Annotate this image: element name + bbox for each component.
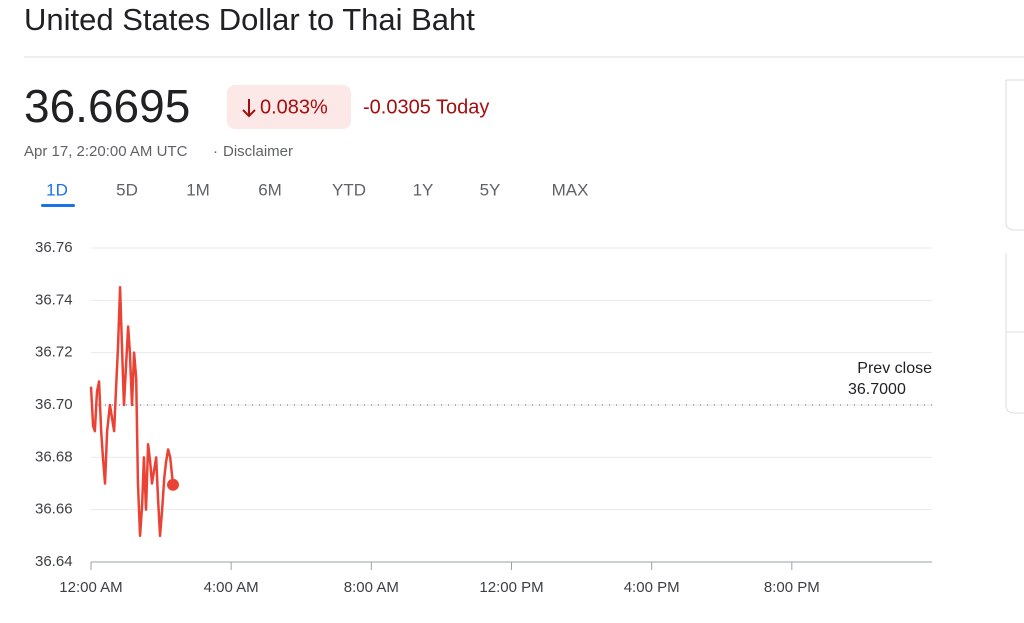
price: 36.6695 (24, 80, 190, 132)
range-tab[interactable]: 5D (116, 180, 138, 199)
x-tick-label: 12:00 PM (479, 579, 543, 596)
range-tab[interactable]: 5Y (480, 180, 501, 199)
prev-close-label: Prev close (857, 360, 932, 377)
side-cards (1005, 79, 1024, 414)
x-tick-label: 8:00 AM (344, 579, 399, 596)
separator: · (213, 143, 218, 160)
x-tick-label: 4:00 PM (624, 579, 680, 596)
range-tab[interactable]: YTD (332, 180, 366, 199)
page-title: United States Dollar to Thai Baht (24, 2, 475, 37)
y-tick-label: 36.72 (35, 344, 73, 361)
prev-close-value: 36.7000 (848, 381, 906, 398)
x-tick-label: 12:00 AM (59, 579, 122, 596)
disclaimer[interactable]: Disclaimer (223, 143, 293, 160)
range-tab[interactable]: 1D (46, 180, 68, 199)
y-tick-label: 36.66 (35, 501, 73, 518)
x-tick-label: 4:00 AM (204, 579, 259, 596)
change-today: -0.0305 Today (363, 96, 489, 118)
range-tab[interactable]: 6M (258, 180, 282, 199)
change-chip (227, 85, 351, 129)
range-tab[interactable]: 1Y (413, 180, 434, 199)
y-tick-label: 36.70 (35, 396, 73, 413)
x-tick-label: 8:00 PM (764, 579, 820, 596)
y-tick-label: 36.68 (35, 448, 73, 465)
down-arrow (242, 99, 256, 118)
price-line (89, 286, 175, 538)
current-point (166, 478, 179, 491)
change-percent: 0.083% (260, 96, 328, 118)
range-tab[interactable]: MAX (552, 180, 589, 199)
y-tick-label: 36.76 (35, 239, 73, 256)
timestamp: Apr 17, 2:20:00 AM UTC (24, 143, 188, 160)
tab-indicator (41, 204, 75, 207)
y-tick-label: 36.74 (35, 291, 73, 308)
range-tab[interactable]: 1M (186, 180, 210, 199)
y-tick-label: 36.64 (35, 553, 73, 570)
